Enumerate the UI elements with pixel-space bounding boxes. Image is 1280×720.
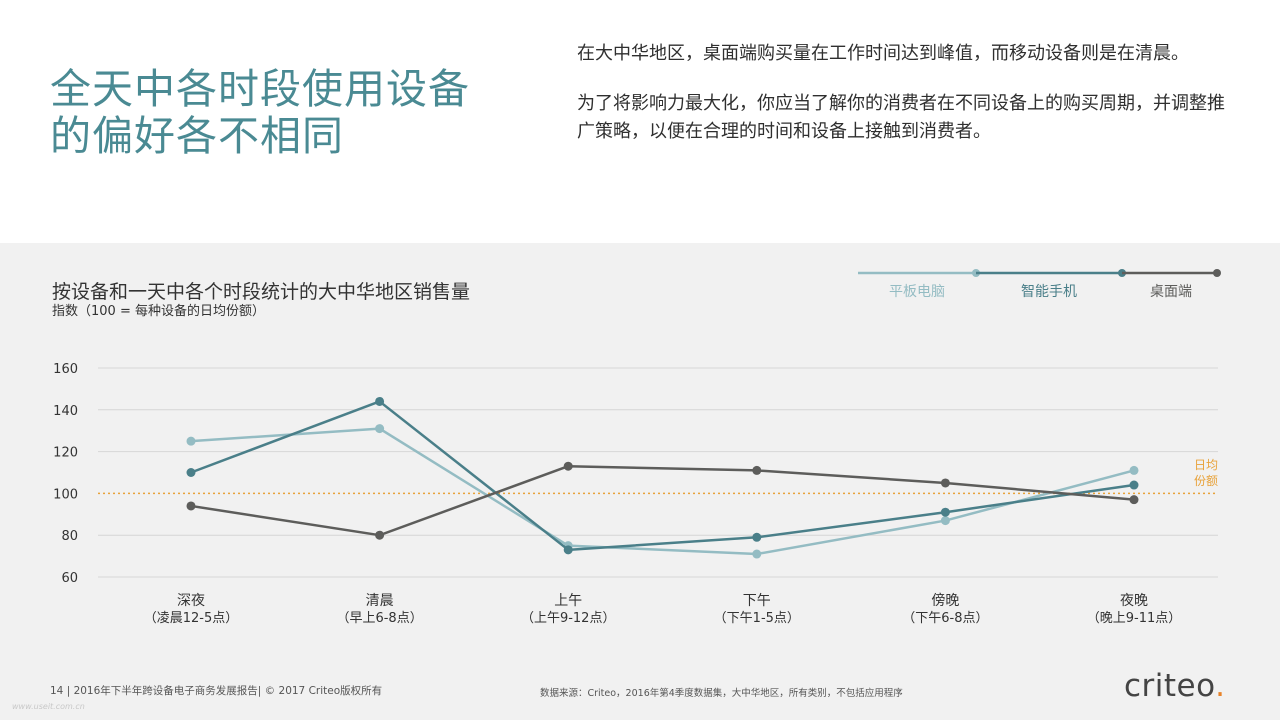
data-point — [375, 530, 385, 540]
intro-paragraph-2: 为了将影响力最大化，你应当了解你的消费者在不同设备上的购买周期，并调整推广策略，… — [577, 93, 1225, 142]
data-point — [752, 549, 762, 559]
reference-label: 份额 — [1194, 474, 1218, 488]
chart-title: 按设备和一天中各个时段统计的大中华地区销售量 — [52, 281, 471, 303]
data-point — [563, 461, 573, 471]
data-point — [940, 507, 950, 517]
y-tick-label: 140 — [53, 404, 78, 419]
footer-copyright: 14 | 2016年下半年跨设备电子商务发展报告| © 2017 Criteo版… — [50, 685, 383, 697]
data-point — [1129, 480, 1139, 490]
logo-text: criteo — [1124, 668, 1216, 704]
data-point — [563, 545, 573, 555]
data-point — [186, 468, 196, 477]
y-tick-label: 80 — [61, 529, 78, 544]
x-tick-sublabel: （下午1-5点） — [714, 611, 800, 626]
intro-paragraph-1: 在大中华地区，桌面端购买量在工作时间达到峰值，而移动设备则是在清晨。 — [577, 43, 1189, 64]
y-tick-label: 100 — [53, 487, 78, 502]
logo-dot: . — [1215, 668, 1226, 704]
x-tick-sublabel: （下午6-8点） — [902, 611, 988, 626]
data-point — [752, 465, 762, 475]
x-tick-label: 上午 — [554, 593, 582, 609]
x-tick-sublabel: （早上6-8点） — [336, 611, 422, 626]
x-tick-label: 深夜 — [177, 593, 205, 609]
y-tick-label: 120 — [53, 446, 78, 461]
x-tick-sublabel: （凌晨12-5点） — [144, 611, 239, 626]
reference-label: 日均 — [1194, 458, 1218, 472]
legend-marker — [1213, 269, 1221, 277]
x-tick-label: 清晨 — [366, 593, 394, 609]
x-tick-sublabel: （晚上9-11点） — [1087, 611, 1182, 626]
data-point — [1129, 495, 1139, 505]
x-tick-label: 傍晚 — [931, 592, 959, 609]
x-tick-label: 下午 — [743, 593, 771, 609]
legend-label: 平板电脑 — [889, 284, 945, 300]
data-point — [375, 424, 385, 434]
x-tick-sublabel: （上午9-12点） — [521, 611, 616, 626]
data-point — [186, 436, 196, 446]
series-line — [190, 400, 1135, 552]
data-point — [1129, 465, 1139, 475]
y-tick-label: 160 — [53, 362, 78, 377]
data-point — [375, 396, 385, 406]
chart-subtitle: 指数（100 = 每种设备的日均份额） — [52, 304, 265, 319]
x-tick-label: 夜晚 — [1120, 593, 1148, 609]
legend-label: 智能手机 — [1021, 284, 1077, 300]
watermark: www.useit.com.cn — [12, 702, 85, 711]
footer-source: 数据来源：Criteo，2016年第4季度数据集，大中华地区，所有类别，不包括应… — [540, 688, 903, 699]
data-point — [940, 478, 950, 488]
series-line — [190, 427, 1135, 556]
intro-text: 在大中华地区，桌面端购买量在工作时间达到峰值，而移动设备则是在清晨。 为了将影响… — [577, 40, 1227, 168]
y-tick-label: 60 — [61, 571, 78, 586]
series-line — [190, 464, 1135, 537]
data-point — [186, 501, 196, 511]
data-point — [940, 516, 950, 526]
legend-label: 桌面端 — [1150, 284, 1192, 300]
criteo-logo: criteo. — [1124, 668, 1225, 704]
chart-panel — [0, 243, 1280, 720]
data-point — [752, 532, 762, 542]
page-title: 全天中各时段使用设备 的偏好各不相同 — [50, 65, 470, 160]
